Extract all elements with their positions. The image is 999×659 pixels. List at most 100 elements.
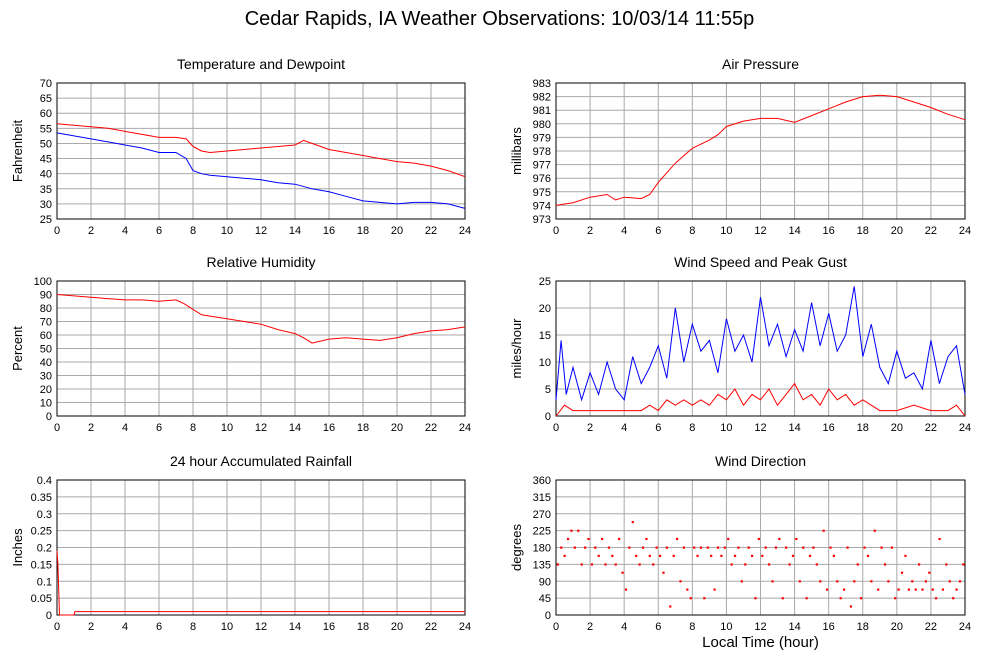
data-point xyxy=(822,529,825,532)
data-point xyxy=(825,588,829,591)
series-line-1 xyxy=(56,132,466,209)
data-point xyxy=(716,546,720,549)
y-tick-label: 60 xyxy=(40,330,52,342)
y-tick-label: 973 xyxy=(533,214,551,226)
y-tick-label: 70 xyxy=(40,317,52,329)
x-tick-label: 6 xyxy=(655,422,661,434)
y-tick-label: 80 xyxy=(40,303,52,315)
y-tick-label: 270 xyxy=(533,509,551,521)
data-point xyxy=(573,546,576,549)
x-tick-label: 0 xyxy=(553,621,559,633)
data-point xyxy=(655,546,658,549)
data-point xyxy=(601,537,604,541)
y-tick-label: 60 xyxy=(40,108,52,120)
x-tick-label: 16 xyxy=(323,621,335,633)
data-point xyxy=(699,546,703,549)
data-point xyxy=(798,580,801,583)
y-tick-label: 980 xyxy=(533,119,551,131)
data-point xyxy=(754,597,757,600)
data-point xyxy=(570,529,573,532)
x-tick-label: 16 xyxy=(823,422,835,434)
data-point xyxy=(897,588,900,591)
y-tick-label: 0 xyxy=(46,610,52,622)
x-tick-label: 20 xyxy=(891,422,903,434)
data-point xyxy=(894,597,897,600)
x-tick-label: 22 xyxy=(925,422,937,434)
x-tick-label: 8 xyxy=(190,422,196,434)
x-tick-label: 24 xyxy=(959,422,971,434)
data-point xyxy=(785,546,788,549)
y-tick-label: 0.05 xyxy=(31,593,52,605)
y-tick-label: 35 xyxy=(40,184,52,196)
chart-panel-1: 0 2 4 6 8 10 12 14 16 18 20 22 249739749759769779789… xyxy=(509,56,971,237)
data-point xyxy=(921,588,924,591)
x-tick-label: 4 xyxy=(122,225,128,237)
x-tick-label: 14 xyxy=(289,422,301,434)
data-point xyxy=(652,563,655,566)
x-tick-label: 18 xyxy=(857,225,869,237)
data-point xyxy=(788,563,791,566)
x-tick-label: 10 xyxy=(720,225,732,237)
x-tick-label: 16 xyxy=(323,422,335,434)
y-tick-label: 978 xyxy=(533,146,551,158)
x-tick-label: 4 xyxy=(122,621,128,633)
data-point xyxy=(819,580,822,583)
data-point xyxy=(693,546,696,549)
y-tick-label: 135 xyxy=(533,559,551,571)
data-point xyxy=(928,571,931,574)
data-point xyxy=(931,588,934,591)
x-tick-label: 14 xyxy=(289,621,301,633)
x-tick-label: 2 xyxy=(88,422,94,434)
x-tick-label: 10 xyxy=(720,422,732,434)
data-point xyxy=(645,537,648,541)
y-tick-label: 30 xyxy=(40,199,52,211)
data-point xyxy=(662,571,665,574)
data-point xyxy=(757,537,760,541)
y-tick-label: 45 xyxy=(40,154,52,166)
x-tick-label: 22 xyxy=(425,422,437,434)
y-tick-label: 65 xyxy=(40,93,52,105)
data-point xyxy=(750,554,754,557)
x-tick-label: 12 xyxy=(255,621,267,633)
y-tick-label: 225 xyxy=(533,526,551,538)
y-tick-label: 975 xyxy=(533,187,551,199)
data-point xyxy=(737,546,740,549)
y-tick-label: 50 xyxy=(40,138,52,150)
y-tick-label: 0.25 xyxy=(31,526,52,538)
data-point xyxy=(945,563,948,566)
x-tick-label: 14 xyxy=(788,621,800,633)
data-point xyxy=(764,546,767,549)
x-tick-label: 22 xyxy=(425,225,437,237)
data-point xyxy=(887,580,890,583)
data-point xyxy=(836,580,839,583)
data-point xyxy=(587,537,590,541)
x-tick-label: 10 xyxy=(221,621,233,633)
y-tick-label: 10 xyxy=(40,398,52,410)
y-tick-label: 981 xyxy=(533,105,551,117)
y-tick-label: 0.2 xyxy=(37,543,52,555)
y-tick-label: 40 xyxy=(40,357,52,369)
x-tick-label: 18 xyxy=(357,621,369,633)
x-tick-label: 22 xyxy=(925,225,937,237)
data-point xyxy=(594,546,597,549)
panel-title: Relative Humidity xyxy=(207,254,316,270)
plot-frame xyxy=(56,82,466,220)
x-tick-label: 2 xyxy=(88,225,94,237)
data-point xyxy=(675,537,679,541)
x-tick-label: 6 xyxy=(655,225,661,237)
y-axis-label: degrees xyxy=(509,524,524,571)
x-tick-label: 8 xyxy=(689,422,695,434)
data-point xyxy=(747,546,750,549)
data-point xyxy=(958,580,962,583)
y-tick-label: 0 xyxy=(545,411,551,423)
x-tick-label: 2 xyxy=(88,621,94,633)
data-point xyxy=(795,537,798,541)
x-tick-label: 22 xyxy=(425,621,437,633)
data-point xyxy=(839,597,842,600)
data-point xyxy=(672,554,675,557)
plot-frame xyxy=(555,280,966,417)
data-point xyxy=(962,563,965,566)
data-point xyxy=(843,588,846,591)
x-tick-label: 6 xyxy=(156,422,162,434)
x-tick-label: 0 xyxy=(553,422,559,434)
